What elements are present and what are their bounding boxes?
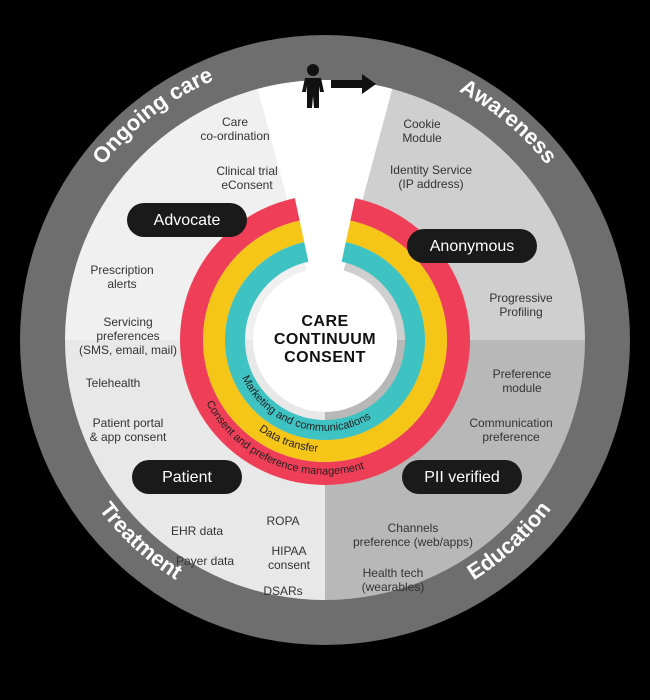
item-0-1-l0: Identity Service <box>390 163 472 177</box>
item-2-7-l1: consent <box>268 558 311 572</box>
item-2-3-l0: Patient portal <box>93 416 164 430</box>
item-2-7-l0: HIPAA <box>271 544 306 558</box>
item-0-0-l1: Module <box>402 131 442 145</box>
item-2-0-l0: Prescription <box>90 263 153 277</box>
pill-label-3: Advocate <box>154 212 221 229</box>
item-1-1-l0: Communication <box>469 416 552 430</box>
item-1-2-l1: preference (web/apps) <box>353 535 473 549</box>
center-title-line-2: CONSENT <box>284 349 366 366</box>
item-1-2-l0: Channels <box>388 521 439 535</box>
item-1-3-l1: (wearables) <box>362 580 425 594</box>
center-title-line-1: CONTINUUM <box>274 331 376 348</box>
pill-label-0: Anonymous <box>430 238 515 255</box>
item-0-2-l0: Progressive <box>489 291 553 305</box>
item-2-1-l0: Servicing <box>103 315 152 329</box>
pill-label-1: PII verified <box>424 469 500 486</box>
item-3-1-l1: eConsent <box>221 178 273 192</box>
item-3-1-l0: Clinical trial <box>216 164 277 178</box>
care-continuum-diagram: CARECONTINUUMCONSENTOngoing careAwarenes… <box>0 0 650 700</box>
center-title-line-0: CARE <box>301 313 348 330</box>
item-1-3-l0: Health tech <box>363 566 424 580</box>
item-2-8-l0: DSARs <box>263 584 302 598</box>
item-2-6-l0: ROPA <box>266 514 299 528</box>
item-0-0-l0: Cookie <box>403 117 441 131</box>
item-2-4-l0: EHR data <box>171 524 223 538</box>
item-3-0-l0: Care <box>222 115 248 129</box>
item-1-0-l0: Preference <box>493 367 552 381</box>
item-2-3-l1: & app consent <box>90 430 167 444</box>
pill-label-2: Patient <box>162 469 212 486</box>
item-1-0-l1: module <box>502 381 542 395</box>
item-1-1-l1: preference <box>482 430 540 444</box>
item-0-2-l1: Profiling <box>499 305 542 319</box>
item-0-1-l1: (IP address) <box>398 177 463 191</box>
item-2-1-l1: preferences <box>96 329 159 343</box>
item-2-1-l2: (SMS, email, mail) <box>79 343 177 357</box>
item-3-0-l1: co-ordination <box>200 129 269 143</box>
item-2-2-l0: Telehealth <box>86 376 141 390</box>
item-2-0-l1: alerts <box>107 277 136 291</box>
item-2-5-l0: Payer data <box>176 554 234 568</box>
